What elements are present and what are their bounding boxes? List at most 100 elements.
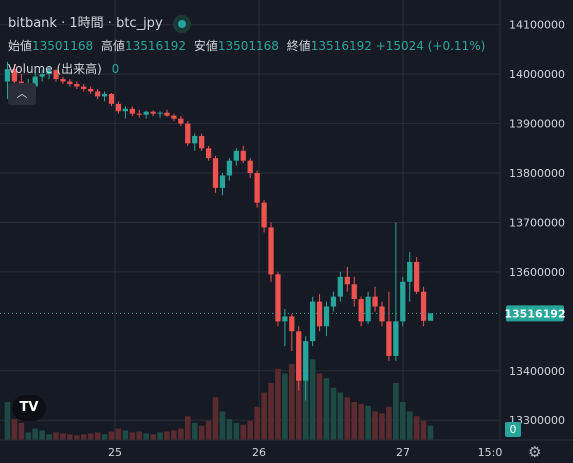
candle-body: [427, 313, 434, 321]
volume-bar: [129, 432, 136, 440]
volume-bar: [122, 430, 129, 440]
candle-body: [344, 276, 350, 285]
candle-body: [171, 115, 177, 119]
volume-bar: [254, 406, 260, 440]
candle-body: [337, 276, 344, 297]
candle-body: [316, 301, 323, 327]
candle-body: [400, 281, 406, 322]
open-value: 13501168: [32, 39, 94, 53]
tradingview-logo[interactable]: TV: [12, 395, 46, 421]
volume-bar: [226, 419, 233, 440]
candle-body: [4, 69, 11, 82]
grid-lines: [0, 0, 500, 440]
candle-body: [185, 123, 191, 144]
collapse-legend-button[interactable]: ︿: [8, 83, 36, 105]
volume-bar: [87, 433, 94, 440]
volume-bar: [330, 387, 337, 440]
volume-bar: [233, 422, 240, 440]
separator: ·: [107, 16, 112, 31]
candle-body: [379, 306, 385, 322]
volume-bar: [157, 432, 163, 440]
y-tick-label: 13800000: [509, 167, 565, 180]
x-tick-label: 25: [108, 446, 122, 459]
volume-bar: [4, 402, 11, 440]
volume-bar: [115, 428, 122, 440]
volume-bar: [309, 359, 316, 440]
volume-bar: [379, 413, 385, 440]
candle-body: [268, 227, 274, 275]
x-tick-label: 26: [252, 446, 266, 459]
volume-bar: [18, 422, 25, 440]
volume-bar: [198, 425, 205, 440]
exchange-name: bitbank: [8, 16, 57, 31]
candle-body: [407, 262, 413, 282]
y-tick-label: 13600000: [509, 266, 565, 279]
candle-body: [282, 316, 288, 322]
volume-axis-value: 0: [510, 423, 517, 436]
candle-body: [296, 331, 302, 381]
candle-body: [74, 84, 80, 87]
high-label: 高値: [100, 39, 125, 53]
price-axis[interactable]: 14100000 14000000 13900000 13800000 13700000…: [509, 19, 565, 428]
chevron-up-icon: ︿: [16, 87, 28, 100]
volume-value: 0: [111, 62, 120, 76]
volume-bar: [275, 368, 281, 440]
volume-label: Volume (出来高): [8, 62, 102, 76]
candle-body: [414, 262, 420, 292]
candle-body: [46, 70, 52, 75]
volume-bar: [261, 392, 267, 440]
y-tick-label: 13700000: [509, 216, 565, 229]
volume-bar: [191, 422, 198, 440]
candle-body: [219, 175, 226, 188]
candle-body: [94, 91, 101, 97]
volume-bar: [25, 432, 32, 440]
volume-bar: [164, 431, 170, 440]
volume-bar: [427, 425, 434, 440]
volume-bar: [219, 411, 226, 440]
candle-body: [11, 69, 18, 82]
market-status-icon[interactable]: [172, 14, 191, 33]
low-value: 13501168: [217, 39, 279, 53]
time-axis[interactable]: 25 26 27 15:0: [108, 446, 502, 459]
candle-body: [192, 135, 198, 144]
candle-body: [60, 79, 66, 82]
candle-body: [212, 158, 219, 188]
ohlc-legend: 始値13501168 高値13516192 安値13501168 終値13516…: [8, 37, 485, 54]
volume-bar: [351, 402, 358, 440]
candle-body: [143, 111, 149, 115]
volume-legend[interactable]: Volume (出来高) 0: [8, 60, 119, 77]
volume-bar: [282, 373, 288, 440]
candle-body: [358, 299, 364, 322]
candle-body: [88, 88, 94, 92]
change-percent: (+0.11%): [427, 39, 486, 53]
volume-bar: [46, 434, 52, 440]
candle-body: [101, 93, 108, 97]
volume-bar: [240, 424, 247, 440]
candle-body: [32, 76, 38, 87]
candle-body: [108, 93, 115, 104]
candle-body: [323, 306, 330, 327]
close-label: 終値: [286, 39, 311, 53]
volume-bar: [393, 383, 399, 440]
gear-icon[interactable]: ⚙: [528, 443, 542, 461]
candle-body: [330, 296, 337, 307]
volume-bar: [337, 392, 344, 440]
volume-bar: [108, 431, 115, 440]
x-tick-label: 27: [396, 446, 410, 459]
volume-bar: [372, 411, 378, 440]
open-label: 始値: [8, 39, 33, 53]
volume-bar: [400, 402, 406, 440]
candle-body: [365, 296, 371, 322]
candle-body: [386, 321, 392, 356]
candle-body: [351, 284, 357, 300]
volume-axis-label: 0: [505, 422, 521, 437]
volume-bar: [247, 421, 253, 440]
volume-bar: [413, 416, 420, 440]
candle-body: [205, 148, 212, 159]
y-tick-label: 13900000: [509, 118, 565, 131]
candle-body: [136, 113, 142, 115]
high-value: 13516192: [124, 39, 187, 53]
volume-bar: [39, 430, 45, 440]
volume-bar: [143, 433, 149, 440]
